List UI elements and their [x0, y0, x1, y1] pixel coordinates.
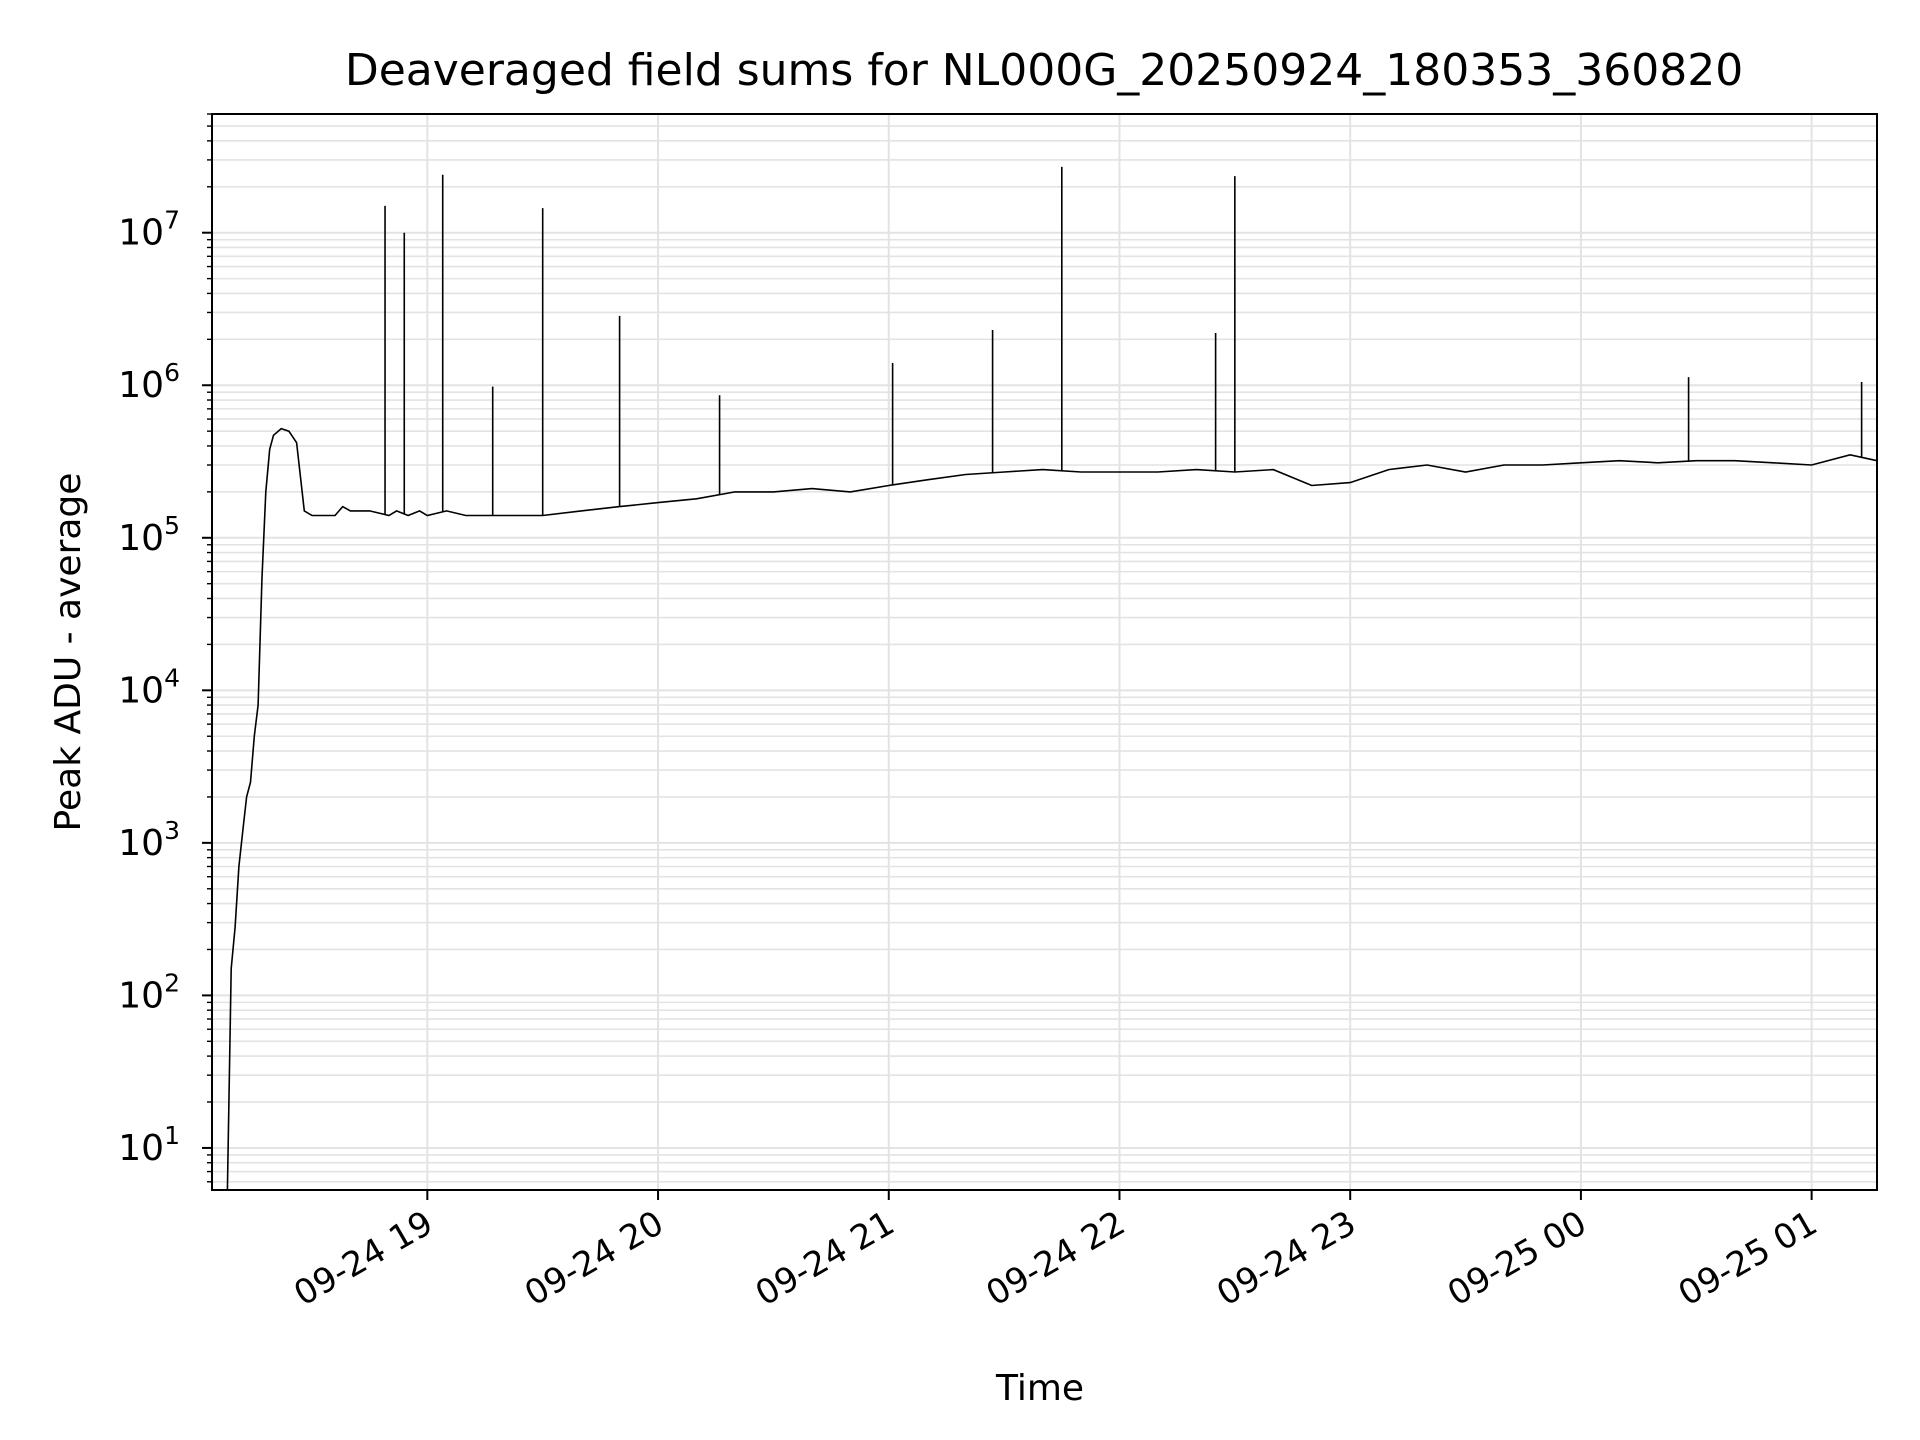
y-tick-label: 106: [118, 358, 180, 406]
grid: [212, 113, 1877, 1190]
y-tick-label: 102: [118, 968, 180, 1016]
chart-title: Deaveraged field sums for NL000G_2025092…: [345, 45, 1743, 96]
data-layer: [226, 166, 1878, 1191]
y-tick-label: 103: [118, 816, 180, 864]
y-axis: 101 102 103 104 105 106 107: [118, 113, 212, 1183]
y-tick-label: 104: [118, 663, 180, 711]
x-axis-label: Time: [995, 1368, 1084, 1409]
series-line: [226, 427, 1878, 1191]
y-tick-label: 101: [118, 1121, 180, 1169]
y-tick-label: 105: [118, 511, 180, 559]
y-tick-label: 107: [118, 206, 180, 254]
plot-frame: [211, 113, 1878, 1191]
y-axis-label: Peak ADU - average: [48, 473, 89, 832]
